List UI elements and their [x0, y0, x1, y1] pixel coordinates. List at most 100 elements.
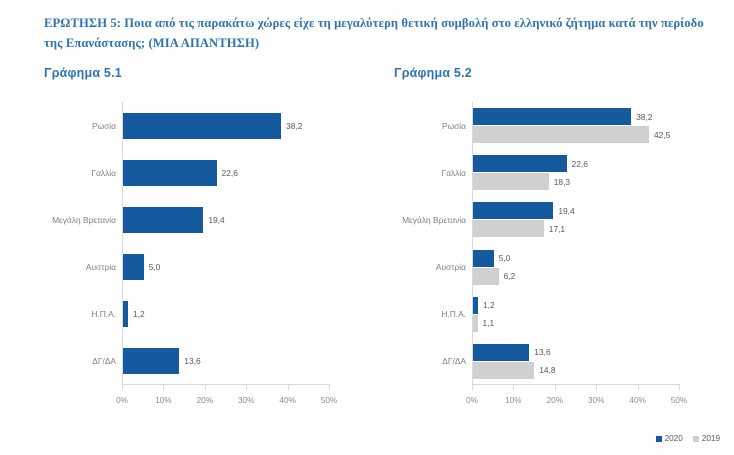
- y-axis-line: [122, 102, 123, 385]
- x-axis-tick: [246, 385, 248, 390]
- bar-2020: [123, 112, 282, 139]
- bar-2019: [473, 220, 544, 238]
- x-axis-tick: [329, 385, 330, 390]
- x-axis-tick-label: 30%: [237, 396, 255, 405]
- bar-value-label: 5,0: [148, 262, 161, 273]
- legend-swatch-icon: [692, 435, 699, 442]
- category-label: ΔΓ/ΔΑ: [442, 356, 466, 367]
- bar-2020: [123, 301, 128, 328]
- chart-category-row: Αυστρία 5,0: [86, 244, 330, 291]
- x-axis-line: [122, 384, 330, 385]
- x-axis-tick: [472, 385, 473, 390]
- x-axis-tick: [513, 385, 515, 390]
- chart-category-row: Ρωσία 38,2: [92, 102, 330, 149]
- chart-plot-5-2: 0% 10% 20% 30% 40% 50% Ρωσία 38,2 42,5 Γαλλία 22,6…: [372, 98, 732, 422]
- bar-2020: [123, 206, 204, 233]
- chart-category-row: Μεγάλη Βρετανία 19,4: [52, 196, 330, 243]
- x-axis-tick: [204, 385, 206, 390]
- chart-legend: 2020 2019: [655, 434, 720, 443]
- legend-swatch-icon: [655, 435, 662, 442]
- bar-2020: [473, 343, 530, 361]
- x-axis-tick: [554, 385, 556, 390]
- bar-2020: [473, 296, 478, 314]
- x-axis-tick: [637, 385, 639, 390]
- bar-2020: [123, 348, 180, 375]
- category-label: Ρωσία: [442, 120, 466, 131]
- bar-value-label: 38,2: [286, 120, 303, 131]
- survey-question: ΕΡΩΤΗΣΗ 5: Ποια από τις παρακάτω χώρες ε…: [44, 14, 704, 53]
- chart-category-row: Αυστρία 5,0 6,2: [436, 244, 680, 291]
- bar-value-label: 1,1: [482, 318, 495, 329]
- bar-2019: [473, 267, 499, 285]
- chart-category-row: Η.Π.Α. 1,2 1,1: [441, 291, 680, 338]
- x-axis-tick-label: 10%: [155, 396, 172, 405]
- x-axis-tick: [122, 385, 123, 390]
- legend-item-2020[interactable]: 2020: [655, 434, 683, 443]
- x-axis-tick-label: 20%: [546, 396, 563, 405]
- bar-value-label: 6,2: [503, 271, 516, 282]
- plot-area-5-2: 0% 10% 20% 30% 40% 50% Ρωσία 38,2 42,5 Γαλλία 22,6…: [402, 102, 687, 405]
- bar-2020: [473, 249, 494, 267]
- chart-category-row: ΔΓ/ΔΑ 13,6 14,8: [442, 338, 680, 385]
- bar-2020: [123, 254, 144, 281]
- bar-value-label: 5,0: [498, 253, 511, 264]
- chart-panel-5-2: Γράφημα 5.2 0% 10% 20% 30% 40% 50% Ρωσία 38,2 42…: [372, 62, 732, 422]
- bar-value-label: 1,2: [132, 309, 145, 320]
- x-axis-tick-label: 30%: [587, 396, 605, 405]
- category-label: Γαλλία: [441, 167, 466, 178]
- x-axis-tick: [287, 385, 289, 390]
- legend-label: 2019: [701, 434, 720, 443]
- category-label: ΔΓ/ΔΑ: [92, 356, 116, 367]
- category-label: Μεγάλη Βρετανία: [52, 214, 116, 225]
- chart-title-5-2: Γράφημα 5.2: [394, 66, 472, 80]
- legend-label: 2020: [664, 434, 683, 443]
- x-axis-tick-label: 50%: [670, 396, 688, 405]
- bar-value-label: 13,6: [184, 356, 201, 367]
- bar-value-label: 22,6: [571, 158, 588, 169]
- plot-area-5-1: 0% 10% 20% 30% 40% 50% Ρωσία 38,2 Γαλλία 22,6 Μεγά…: [52, 102, 337, 405]
- y-axis-line: [472, 102, 473, 385]
- chart-panel-5-1: Γράφημα 5.1 0% 10% 20% 30% 40% 50% Ρωσία 38,2 Γα…: [22, 62, 382, 422]
- chart-category-row: Η.Π.Α. 1,2: [91, 291, 330, 338]
- bar-2020: [123, 159, 217, 186]
- bar-value-label: 38,2: [636, 111, 653, 122]
- bar-2020: [473, 155, 567, 173]
- bar-value-label: 18,3: [553, 176, 571, 187]
- category-label: Γαλλία: [91, 167, 116, 178]
- bar-value-label: 19,4: [558, 205, 575, 216]
- bar-value-label: 22,6: [221, 167, 238, 178]
- bar-value-label: 1,2: [482, 300, 495, 311]
- chart-category-row: Γαλλία 22,6: [91, 149, 330, 196]
- category-label: Μεγάλη Βρετανία: [402, 214, 466, 225]
- x-axis-tick-label: 50%: [320, 396, 338, 405]
- x-axis-tick-label: 10%: [505, 396, 522, 405]
- legend-item-2019[interactable]: 2019: [692, 434, 720, 443]
- x-axis-tick: [679, 385, 680, 390]
- chart-category-row: Μεγάλη Βρετανία 19,4 17,1: [402, 196, 680, 243]
- x-axis-tick-label: 40%: [629, 396, 646, 405]
- x-axis-tick: [163, 385, 165, 390]
- category-label: Η.Π.Α.: [91, 309, 116, 320]
- chart-title-5-1: Γράφημα 5.1: [44, 66, 122, 80]
- bar-value-label: 19,4: [208, 214, 225, 225]
- chart-category-row: Ρωσία 38,2 42,5: [442, 102, 680, 149]
- category-label: Αυστρία: [435, 262, 466, 273]
- bar-value-label: 42,5: [653, 129, 671, 140]
- category-label: Η.Π.Α.: [441, 309, 466, 320]
- category-label: Ρωσία: [92, 120, 116, 131]
- bar-value-label: 17,1: [548, 223, 566, 234]
- x-axis-tick-label: 0%: [116, 396, 128, 405]
- bar-2019: [473, 126, 649, 144]
- bar-2019: [473, 314, 478, 332]
- survey-question-text: ΕΡΩΤΗΣΗ 5: Ποια από τις παρακάτω χώρες ε…: [44, 16, 704, 50]
- bar-2020: [473, 202, 554, 220]
- x-axis-tick-label: 20%: [196, 396, 213, 405]
- bar-2020: [473, 108, 632, 126]
- bar-value-label: 14,8: [539, 365, 556, 376]
- chart-plot-5-1: 0% 10% 20% 30% 40% 50% Ρωσία 38,2 Γαλλία 22,6 Μεγά…: [22, 98, 382, 422]
- chart-category-row: ΔΓ/ΔΑ 13,6: [92, 338, 330, 385]
- bar-2019: [473, 361, 535, 379]
- charts-container: Γράφημα 5.1 0% 10% 20% 30% 40% 50% Ρωσία 38,2 Γα…: [0, 62, 734, 422]
- category-label: Αυστρία: [85, 262, 116, 273]
- x-axis-line: [472, 384, 680, 385]
